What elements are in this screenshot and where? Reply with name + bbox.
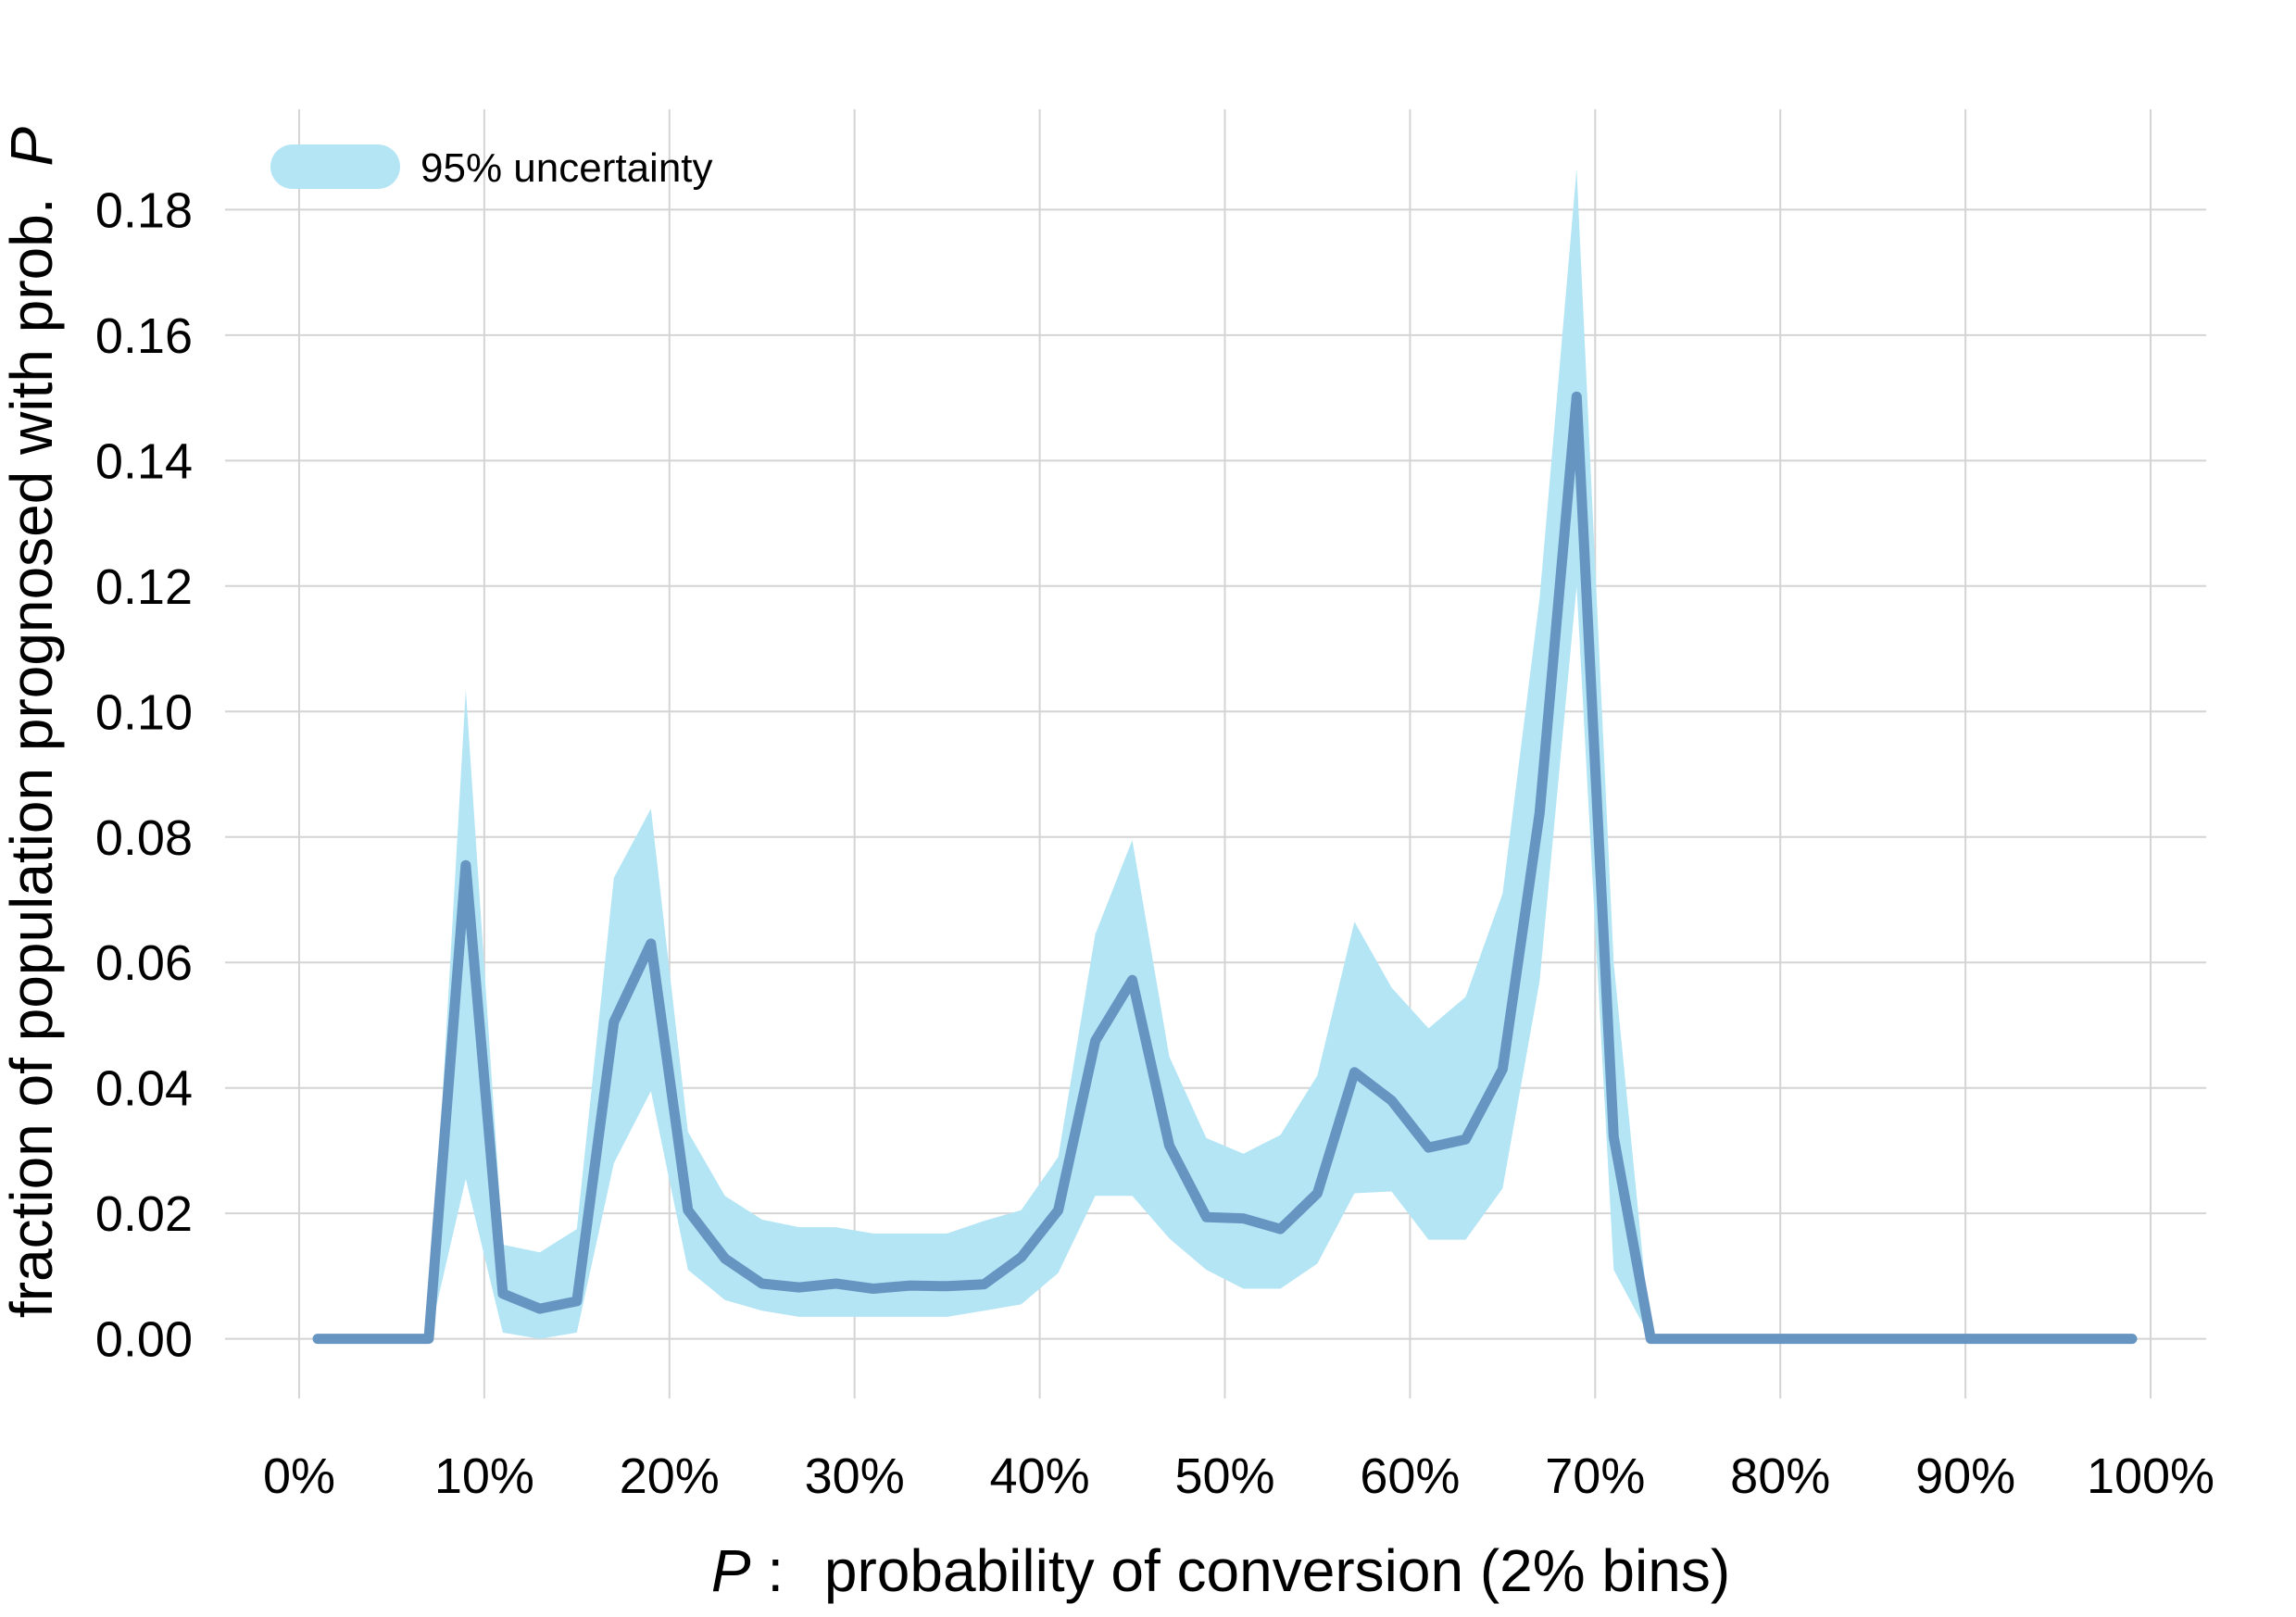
- x-tick-labels: 0% 10% 20% 30% 40% 50% 60% 70% 80% 90% 100%: [263, 1448, 2214, 1504]
- y-axis-title: fraction of population prognosed with pr…: [0, 127, 65, 1318]
- y-axis-text: fraction of population prognosed with pr…: [0, 197, 65, 1318]
- y-tick-label: 0.14: [95, 433, 193, 489]
- x-tick-label: 80%: [1730, 1448, 1830, 1504]
- x-tick-label: 20%: [620, 1448, 720, 1504]
- x-axis-separator: :: [767, 1537, 784, 1604]
- x-tick-label: 100%: [2087, 1448, 2214, 1504]
- y-axis-variable: P: [0, 127, 65, 167]
- x-tick-label: 50%: [1174, 1448, 1274, 1504]
- x-tick-label: 70%: [1545, 1448, 1645, 1504]
- y-tick-label: 0.02: [95, 1186, 193, 1242]
- legend: 95% uncertainty: [270, 144, 713, 191]
- series-line: [312, 391, 2138, 1345]
- x-tick-label: 40%: [990, 1448, 1090, 1504]
- x-axis-title: P : probability of conversion (2% bins): [711, 1537, 1730, 1604]
- x-tick-label: 90%: [1915, 1448, 2015, 1504]
- x-tick-label: 30%: [805, 1448, 905, 1504]
- vertical-grid: [297, 109, 2152, 1398]
- y-tick-label: 0.10: [95, 684, 193, 740]
- y-tick-label: 0.00: [95, 1312, 193, 1368]
- x-tick-label: 10%: [434, 1448, 534, 1504]
- x-axis-variable: P: [711, 1537, 751, 1604]
- x-axis-text: probability of conversion (2% bins): [824, 1537, 1730, 1604]
- y-tick-label: 0.08: [95, 810, 193, 866]
- legend-swatch-uncertainty: [270, 144, 400, 189]
- y-tick-label: 0.16: [95, 308, 193, 364]
- y-tick-label: 0.12: [95, 559, 193, 615]
- series-line-layer: [312, 391, 2138, 1345]
- y-tick-label: 0.06: [95, 935, 193, 991]
- y-tick-label: 0.18: [95, 182, 193, 238]
- legend-label-uncertainty: 95% uncertainty: [420, 145, 713, 191]
- x-tick-label: 60%: [1360, 1448, 1460, 1504]
- y-tick-label: 0.04: [95, 1061, 193, 1117]
- y-tick-labels: 0.00 0.02 0.04 0.06 0.08 0.10 0.12 0.14 0.16 0.18: [95, 182, 193, 1367]
- x-tick-label: 0%: [263, 1448, 335, 1504]
